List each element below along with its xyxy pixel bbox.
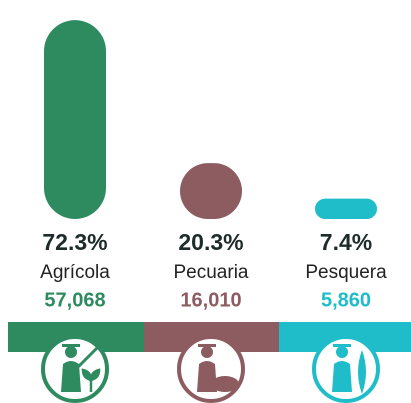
- icon-head: [65, 346, 77, 358]
- icon-plant: [81, 368, 101, 392]
- value-label: 20.3%: [178, 229, 243, 255]
- icon-fish: [358, 350, 366, 394]
- count-label: 57,068: [44, 289, 105, 311]
- icon-tool: [75, 346, 99, 370]
- icon-hat: [62, 344, 80, 347]
- bar: [315, 198, 377, 219]
- bar: [44, 20, 106, 219]
- bar: [180, 163, 242, 219]
- category-label: Pecuaria: [174, 262, 249, 283]
- category-label: Pesquera: [305, 262, 387, 283]
- sector-icon: [312, 335, 380, 403]
- sector-icon: [177, 335, 245, 403]
- sector-icon: [41, 335, 109, 403]
- icon-pig: [211, 376, 239, 392]
- category-label: Agrícola: [40, 262, 110, 283]
- value-label: 72.3%: [42, 229, 107, 255]
- value-label: 7.4%: [320, 229, 372, 255]
- icon-body: [61, 361, 81, 392]
- count-label: 16,010: [180, 289, 241, 311]
- icon-body: [332, 361, 352, 392]
- icon-head: [336, 346, 348, 358]
- icon-hat: [198, 344, 216, 347]
- icon-hat: [333, 344, 351, 347]
- count-label: 5,860: [321, 289, 371, 311]
- icon-head: [201, 346, 213, 358]
